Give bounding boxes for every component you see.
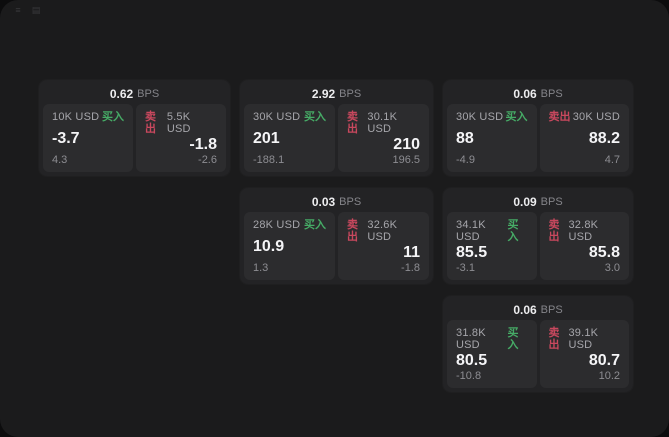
sell-label: 卖出: [548, 327, 560, 351]
sell-delta: 4.7: [604, 154, 620, 166]
sell-delta: 196.5: [392, 154, 420, 166]
spread-unit: BPS: [137, 88, 160, 100]
sell-panel[interactable]: 卖出 32.6K USD 11 -1.8: [338, 212, 429, 280]
buy-delta: -3.1: [456, 262, 475, 274]
sell-label: 卖出: [548, 111, 571, 123]
spread-value: 0.03: [311, 195, 336, 209]
buy-delta: 4.3: [52, 154, 68, 166]
sell-label: 卖出: [548, 219, 560, 243]
sell-amount: 30.1K USD: [367, 111, 398, 135]
spread-value: 0.62: [109, 87, 134, 101]
sell-price: 210: [393, 135, 420, 153]
sell-delta: -1.8: [401, 262, 420, 274]
sell-price: 11: [403, 243, 420, 261]
buy-panel[interactable]: 30K USD 买入 201 -188.1: [244, 104, 335, 172]
buy-label: 买入: [304, 219, 326, 231]
buy-amount: 30K USD: [253, 111, 301, 123]
sell-panel[interactable]: 卖出 32.8K USD 85.8 3.0: [539, 212, 629, 280]
quote-card: 0.03 BPS 28K USD 买入 10.9 1.3 卖出 32.6K US…: [240, 188, 433, 284]
spread-header: 0.06 BPS: [447, 300, 629, 320]
buy-price: 10.9: [253, 237, 285, 255]
sell-delta: 3.0: [604, 262, 620, 274]
spread-value: 0.09: [513, 195, 537, 209]
sell-price: 85.8: [588, 243, 620, 261]
sell-amount: 5.5K USD: [166, 111, 191, 135]
buy-label: 买入: [505, 111, 528, 123]
sell-label: 卖出: [347, 219, 358, 243]
panel-icon[interactable]: ▤: [31, 5, 41, 15]
buy-delta: -10.8: [456, 370, 482, 382]
buy-panel[interactable]: 10K USD 买入 -3.7 4.3: [43, 104, 133, 172]
buy-price: 85.5: [456, 243, 488, 261]
buy-panel[interactable]: 31.8K USD 买入 80.5 -10.8: [447, 320, 537, 388]
sell-price: -1.8: [189, 135, 217, 153]
spread-header: 0.09 BPS: [447, 192, 629, 212]
buy-label: 买入: [102, 111, 124, 123]
spread-unit: BPS: [339, 88, 362, 100]
spread-unit: BPS: [540, 304, 563, 316]
quote-card: 0.06 BPS 31.8K USD 买入 80.5 -10.8 卖出 39.1…: [443, 296, 633, 392]
sell-delta: 10.2: [598, 370, 620, 382]
buy-panel[interactable]: 28K USD 买入 10.9 1.3: [244, 212, 335, 280]
buy-amount: 34.1K USD: [456, 219, 486, 243]
quote-card: 2.92 BPS 30K USD 买入 201 -188.1 卖出 30.1K …: [240, 80, 433, 176]
buy-amount: 31.8K USD: [456, 327, 486, 351]
sell-price: 80.7: [588, 351, 620, 369]
spread-value: 0.06: [513, 87, 537, 101]
spread-header: 0.03 BPS: [244, 192, 429, 212]
sell-panel[interactable]: 卖出 39.1K USD 80.7 10.2: [539, 320, 629, 388]
sell-panel[interactable]: 卖出 5.5K USD -1.8 -2.6: [136, 104, 226, 172]
sell-panel[interactable]: 卖出 30K USD 88.2 4.7: [539, 104, 629, 172]
buy-panel[interactable]: 30K USD 买入 88 -4.9: [447, 104, 537, 172]
spread-header: 2.92 BPS: [244, 84, 429, 104]
spread-header: 0.06 BPS: [447, 84, 629, 104]
sell-amount: 32.6K USD: [367, 219, 398, 243]
buy-price: 88: [456, 129, 474, 147]
buy-price: 201: [253, 129, 280, 147]
buy-price: 80.5: [456, 351, 488, 369]
sell-amount: 32.8K USD: [568, 219, 599, 243]
buy-panel[interactable]: 34.1K USD 买入 85.5 -3.1: [447, 212, 537, 280]
sell-delta: -2.6: [198, 154, 217, 166]
buy-label: 买入: [304, 111, 326, 123]
buy-delta: -4.9: [456, 154, 475, 166]
sell-panel[interactable]: 卖出 30.1K USD 210 196.5: [338, 104, 429, 172]
spread-unit: BPS: [540, 196, 563, 208]
buy-amount: 30K USD: [456, 111, 504, 123]
buy-amount: 10K USD: [52, 111, 100, 123]
spread-value: 2.92: [311, 87, 336, 101]
sell-price: 88.2: [588, 129, 620, 147]
sell-label: 卖出: [145, 111, 156, 135]
buy-delta: -188.1: [253, 154, 285, 166]
menu-icon[interactable]: ≡: [15, 5, 21, 15]
spread-unit: BPS: [339, 196, 362, 208]
buy-label: 买入: [507, 219, 519, 243]
spread-unit: BPS: [540, 88, 563, 100]
spread-value: 0.06: [513, 303, 537, 317]
quote-card: 0.06 BPS 30K USD 买入 88 -4.9 卖出 30K USD: [443, 80, 633, 176]
quote-card: 0.09 BPS 34.1K USD 买入 85.5 -3.1 卖出 32.8K…: [443, 188, 633, 284]
spread-header: 0.62 BPS: [43, 84, 226, 104]
buy-delta: 1.3: [253, 262, 269, 274]
buy-amount: 28K USD: [253, 219, 301, 231]
buy-price: -3.7: [52, 129, 80, 147]
sell-label: 卖出: [347, 111, 358, 135]
buy-label: 买入: [507, 327, 519, 351]
topbar: ≡ ▤: [12, 5, 42, 15]
quote-card: 0.62 BPS 10K USD 买入 -3.7 4.3 卖出 5.5K USD: [39, 80, 230, 176]
sell-amount: 30K USD: [572, 111, 620, 123]
sell-amount: 39.1K USD: [568, 327, 599, 351]
